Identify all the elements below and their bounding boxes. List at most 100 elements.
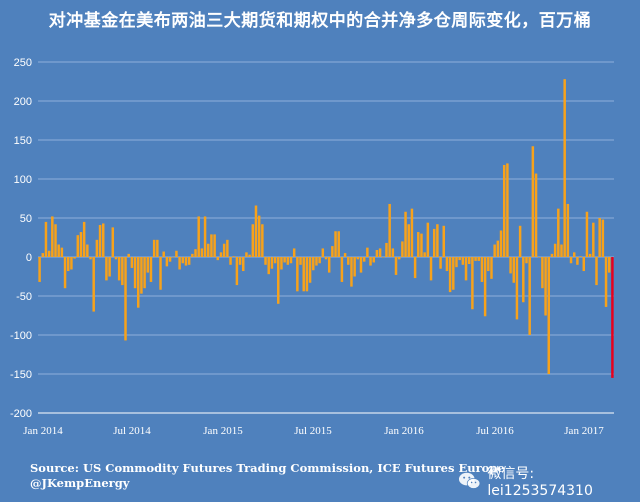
bar (105, 257, 108, 281)
bar (369, 257, 372, 266)
bar (531, 146, 535, 257)
bar (353, 257, 356, 277)
bar (312, 257, 315, 271)
bar (487, 257, 490, 272)
bar (515, 257, 519, 320)
bar (601, 219, 605, 257)
bar (108, 257, 111, 277)
bar (321, 248, 325, 257)
bar (366, 247, 369, 257)
bar (219, 252, 223, 257)
x-axis: Jan 2014 Jul 2014 Jan 2015 Jul 2015 Jan 2016… (23, 412, 614, 437)
bar (187, 257, 191, 265)
bar (137, 257, 140, 308)
bar (582, 257, 586, 272)
bar (245, 252, 248, 257)
bar (162, 251, 165, 257)
bar (210, 234, 213, 257)
x-tick-label: Jul 2016 (476, 425, 514, 437)
bar (168, 257, 172, 262)
bar (566, 203, 570, 257)
bar (553, 243, 557, 257)
y-tick-label: 100 (14, 174, 32, 186)
bar (585, 211, 589, 257)
bar (362, 257, 366, 262)
bar (595, 257, 598, 286)
bar (235, 257, 239, 286)
bar (394, 257, 398, 275)
bar (82, 221, 86, 257)
bar (44, 221, 48, 257)
bar (149, 257, 153, 282)
bar (41, 253, 45, 257)
bar (534, 173, 538, 257)
bar (156, 239, 159, 257)
bar (509, 257, 512, 274)
bar (277, 257, 280, 304)
bar (114, 257, 118, 260)
grid-lines (38, 61, 614, 414)
y-tick-label: -150 (10, 369, 32, 381)
bar (413, 257, 417, 279)
bar (448, 257, 452, 293)
bar (455, 257, 458, 268)
bar (397, 257, 401, 260)
bar (222, 243, 226, 257)
bar (496, 240, 500, 257)
bar (569, 257, 573, 264)
bar (60, 247, 64, 257)
bar (133, 257, 137, 289)
bar (254, 205, 258, 257)
bar (417, 232, 420, 257)
bar (544, 257, 547, 316)
bar (47, 250, 51, 257)
bar (528, 257, 531, 335)
bar (216, 257, 220, 261)
bar (557, 208, 560, 257)
source-note: Source: US Commodity Futures Trading Com… (30, 461, 505, 491)
bar (242, 257, 245, 272)
bar (385, 242, 388, 257)
bar (350, 257, 353, 287)
bar-series (38, 79, 614, 378)
bar (213, 234, 216, 257)
wechat-icon (458, 472, 481, 489)
bar (502, 164, 506, 257)
bar (152, 239, 156, 257)
bar (270, 257, 274, 269)
bar (550, 253, 554, 257)
bar (391, 248, 395, 257)
bar (92, 257, 95, 312)
bar (401, 241, 404, 257)
y-tick-label: 150 (14, 135, 32, 147)
x-tick-label: Jan 2015 (203, 425, 243, 437)
bar (439, 257, 442, 269)
bar (588, 253, 592, 257)
bar (506, 163, 509, 257)
bar (175, 250, 178, 257)
bar (518, 225, 522, 257)
bar (388, 203, 391, 257)
bar (178, 257, 181, 270)
x-tick-label: Jul 2015 (294, 425, 332, 437)
bar (73, 257, 76, 259)
bar (423, 252, 426, 257)
bar (525, 257, 528, 264)
x-tick-label: Jul 2014 (113, 425, 151, 437)
bar (51, 216, 54, 257)
bar (79, 232, 83, 257)
bar (432, 228, 436, 257)
bar (318, 257, 321, 264)
bar (512, 257, 515, 283)
bar (200, 248, 204, 257)
y-axis: 250 200 150 100 50 0 -50 -100 -150 -200 (10, 57, 32, 420)
bar (541, 257, 544, 289)
bar (57, 244, 60, 257)
bar (101, 223, 105, 257)
bar (70, 257, 73, 270)
bar (442, 225, 445, 257)
bar (445, 257, 449, 272)
bar (563, 79, 566, 257)
bar (181, 257, 185, 264)
bar (467, 257, 471, 265)
